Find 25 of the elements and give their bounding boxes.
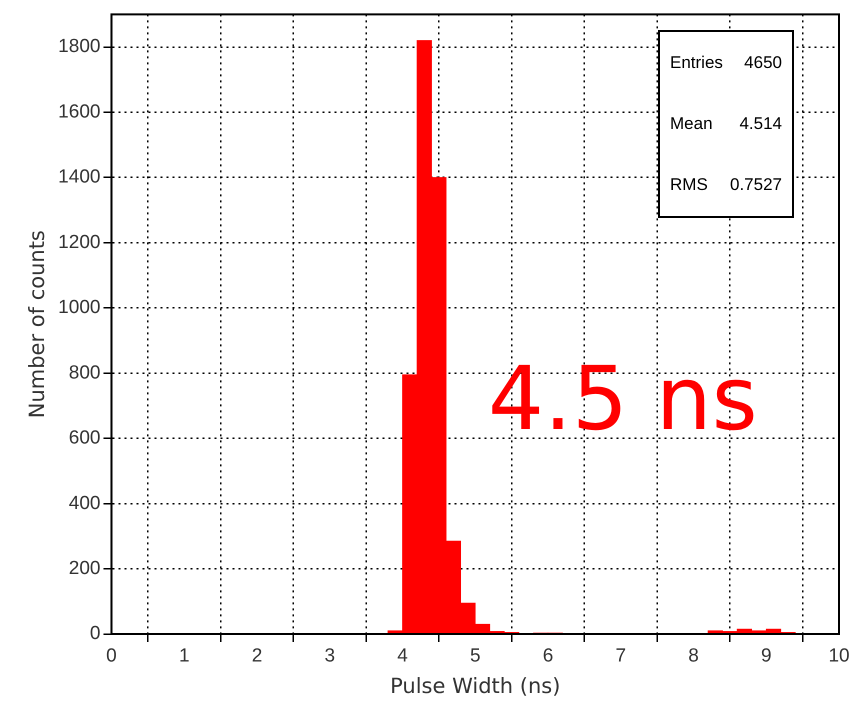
x-tick-label: 5: [470, 646, 481, 667]
y-tick-label: 1600: [58, 101, 100, 122]
y-tick-label: 1200: [58, 232, 100, 253]
x-tick-label: 6: [542, 646, 554, 667]
y-tick-label: 1000: [58, 297, 100, 318]
x-axis-title: Pulse Width (ns): [390, 674, 560, 698]
y-tick-label: 1800: [58, 36, 100, 58]
y-tick-label: 400: [68, 492, 100, 514]
annotation: 4.5 ns: [488, 347, 758, 450]
y-axis-title: Number of counts: [25, 230, 50, 418]
stats-box: Entries 4650 Mean 4.514 RMS 0.7527: [658, 30, 794, 218]
y-tick-label: 800: [68, 362, 100, 384]
x-tick-label: 1: [178, 646, 190, 667]
x-tick-label: 9: [760, 646, 772, 667]
x-tick-label: 10: [828, 646, 850, 667]
y-tick-label: 600: [68, 428, 100, 449]
x-tick-label: 4: [397, 646, 408, 667]
x-tick-label: 0: [106, 646, 117, 667]
y-tick-label: 1400: [58, 166, 100, 188]
x-tick-label: 2: [252, 646, 262, 667]
x-tick-label: 3: [324, 646, 336, 667]
x-tick-label: 7: [615, 646, 626, 667]
x-tick-label: 8: [688, 646, 699, 667]
y-tick-label: 0: [90, 623, 100, 644]
y-tick-label: 200: [68, 558, 100, 580]
